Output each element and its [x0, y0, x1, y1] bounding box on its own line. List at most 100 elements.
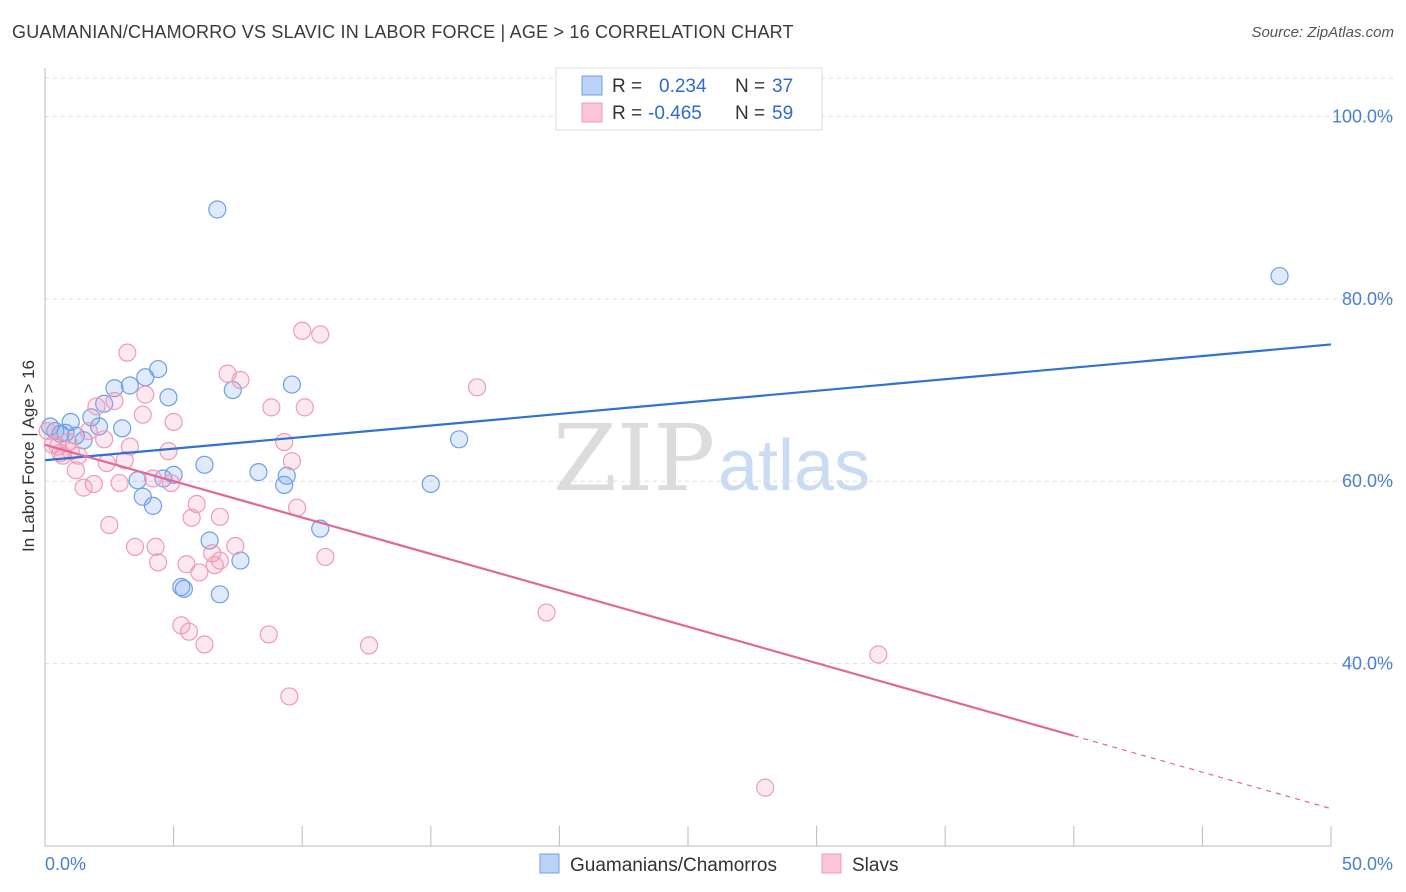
- slav-point: [187, 494, 206, 514]
- legend-swatch-blue: [581, 75, 603, 96]
- legend-n-value-blue: 37: [772, 76, 793, 97]
- slav-point: [226, 536, 245, 556]
- guamanian-point: [223, 380, 242, 400]
- slav-point: [125, 537, 145, 556]
- legend-n-label-pink: N =: [735, 103, 765, 124]
- slav-point: [282, 452, 302, 471]
- slav-point: [38, 421, 57, 441]
- slav-point: [110, 473, 129, 493]
- slav-point: [149, 553, 168, 572]
- slav-point: [118, 343, 137, 362]
- slav-point: [259, 625, 278, 644]
- trend-line-slavs: [44, 443, 1075, 737]
- legend-r-value-blue: 0.234: [659, 76, 707, 97]
- trend-line-slavs-extrapolated: [1073, 735, 1332, 810]
- slav-point: [210, 551, 229, 570]
- slav-point: [66, 461, 85, 480]
- slav-point: [210, 507, 229, 526]
- guamanian-point: [208, 200, 227, 219]
- slav-point: [182, 508, 201, 527]
- x-tick-label-max: 50.0%: [1342, 854, 1393, 874]
- series-slavs-points: [38, 321, 888, 797]
- slav-point: [100, 515, 119, 535]
- slav-point: [537, 603, 556, 622]
- legend-swatch-pink: [581, 102, 603, 123]
- slav-point: [95, 430, 114, 449]
- slav-point: [164, 412, 183, 432]
- guamanian-point: [61, 412, 80, 432]
- slav-point: [115, 451, 134, 470]
- guamanian-point: [128, 471, 147, 490]
- slav-point: [203, 544, 222, 563]
- guamanian-point: [172, 577, 191, 597]
- guamanian-point: [282, 375, 302, 394]
- guamanian-point: [113, 419, 132, 438]
- slav-point: [195, 635, 214, 654]
- y-tick-label: 40.0%: [1342, 654, 1393, 674]
- bottom-legend-label-pink: Slavs: [852, 855, 898, 876]
- slav-point: [87, 397, 106, 416]
- guamanian-point: [159, 388, 178, 407]
- series-legend: Guamanians/Chamorros Slavs: [539, 853, 898, 876]
- source-label: Source: ZipAtlas.com: [1251, 24, 1394, 41]
- slav-point: [177, 555, 196, 574]
- y-tick-label: 60.0%: [1342, 471, 1393, 491]
- slav-point: [120, 437, 139, 456]
- guamanian-point: [105, 379, 124, 398]
- legend-r-label-pink: R =: [612, 103, 642, 124]
- chart-title: GUAMANIAN/CHAMORRO VS SLAVIC IN LABOR FO…: [12, 22, 794, 42]
- slav-point: [311, 325, 330, 344]
- slav-point: [105, 391, 124, 411]
- y-axis-label: In Labor Force | Age > 16: [19, 360, 38, 552]
- slav-point: [84, 474, 103, 494]
- slav-point: [190, 563, 209, 582]
- slav-point: [159, 442, 178, 461]
- bottom-legend-label-blue: Guamanians/Chamorros: [570, 855, 777, 876]
- guamanian-point: [149, 359, 168, 379]
- slav-point: [74, 478, 93, 497]
- slav-point: [262, 398, 281, 417]
- slav-point: [756, 778, 775, 797]
- slav-point: [295, 398, 314, 417]
- slav-point: [316, 547, 335, 567]
- guamanian-point: [449, 430, 469, 449]
- slav-point: [359, 636, 379, 655]
- guamanian-point: [249, 463, 268, 482]
- slav-point: [869, 645, 888, 664]
- slav-point: [146, 537, 165, 556]
- bottom-legend-swatch-blue: [539, 853, 560, 874]
- legend-n-value-pink: 59: [772, 103, 793, 124]
- trend-lines: [44, 343, 1332, 810]
- slav-point: [293, 321, 312, 340]
- x-tick-label-min: 0.0%: [45, 854, 86, 874]
- legend-r-label-blue: R =: [612, 76, 642, 97]
- y-tick-label: 100.0%: [1332, 106, 1393, 126]
- guamanian-point: [421, 474, 440, 494]
- guamanian-point: [133, 487, 152, 506]
- gridlines: [45, 77, 1393, 665]
- slav-point: [79, 421, 98, 441]
- guamanian-point: [120, 376, 139, 395]
- watermark-zip: ZIP: [553, 405, 715, 512]
- guamanian-point: [210, 585, 229, 604]
- y-tick-label: 80.0%: [1342, 289, 1393, 309]
- x-tick-marks: [44, 826, 1332, 846]
- bottom-legend-swatch-pink: [821, 853, 842, 874]
- slav-point: [467, 378, 487, 397]
- slav-point: [275, 432, 294, 452]
- guamanian-point: [1270, 266, 1289, 286]
- guamanian-point: [174, 579, 193, 598]
- slav-point: [179, 622, 199, 641]
- slav-point: [231, 370, 250, 390]
- slav-point: [280, 687, 299, 706]
- guamanian-point: [82, 408, 101, 427]
- watermark-atlas: atlas: [718, 426, 870, 506]
- slav-point: [133, 405, 152, 424]
- correlation-legend: R = 0.234 N = 37 R = -0.465 N = 59: [555, 67, 823, 131]
- legend-n-label-blue: N =: [735, 76, 765, 97]
- guamanian-point: [195, 455, 214, 474]
- trend-line-guamanians: [44, 343, 1332, 462]
- legend-r-value-pink: -0.465: [648, 103, 702, 124]
- slav-point: [136, 385, 155, 404]
